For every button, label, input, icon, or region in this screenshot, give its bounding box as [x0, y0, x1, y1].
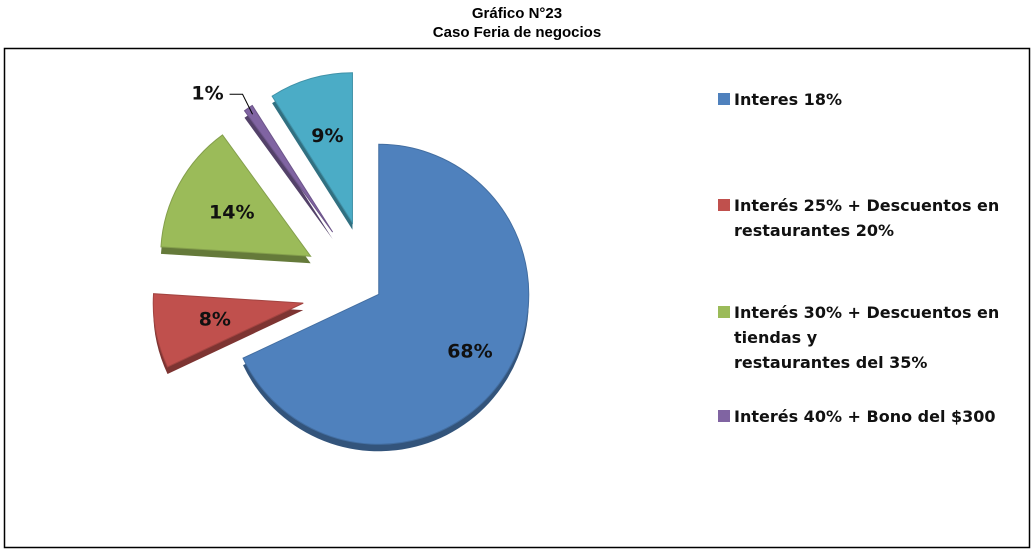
- slice: [152, 293, 304, 368]
- legend-swatch: [718, 93, 730, 105]
- slice: [160, 134, 312, 257]
- data-label: 8%: [199, 308, 231, 330]
- leader-line: [229, 93, 254, 115]
- slice-depth: [244, 112, 333, 240]
- chart-subtitle: Caso Feria de negocios: [433, 24, 601, 41]
- legend-label: Interes 18%: [734, 90, 842, 109]
- legend-swatch: [718, 410, 730, 422]
- slice: [271, 72, 353, 225]
- legend-item: Interés 25% + Descuentos en restaurantes…: [718, 193, 999, 243]
- data-label: 68%: [447, 341, 492, 363]
- data-label: 1%: [191, 83, 223, 105]
- legend-swatch: [718, 306, 730, 318]
- chart-frame: [3, 47, 1031, 549]
- legend-label: Interés 40% + Bono del $300: [734, 407, 996, 426]
- data-label: 14%: [209, 201, 254, 223]
- legend-swatch: [718, 199, 730, 211]
- legend-item: Interes 18%: [718, 87, 842, 112]
- chart-title: Gráfico N°23: [472, 5, 562, 22]
- legend-item: Interés 30% + Descuentos en tiendas y re…: [718, 300, 999, 375]
- legend-item: Interés 40% + Bono del $300: [718, 404, 996, 429]
- slice: [243, 104, 334, 233]
- slice: [242, 143, 530, 445]
- legend-label: Interés 25% + Descuentos en restaurantes…: [734, 196, 1000, 240]
- data-label: 9%: [311, 125, 343, 147]
- legend-label: Interés 30% + Descuentos en tiendas y re…: [734, 303, 1000, 372]
